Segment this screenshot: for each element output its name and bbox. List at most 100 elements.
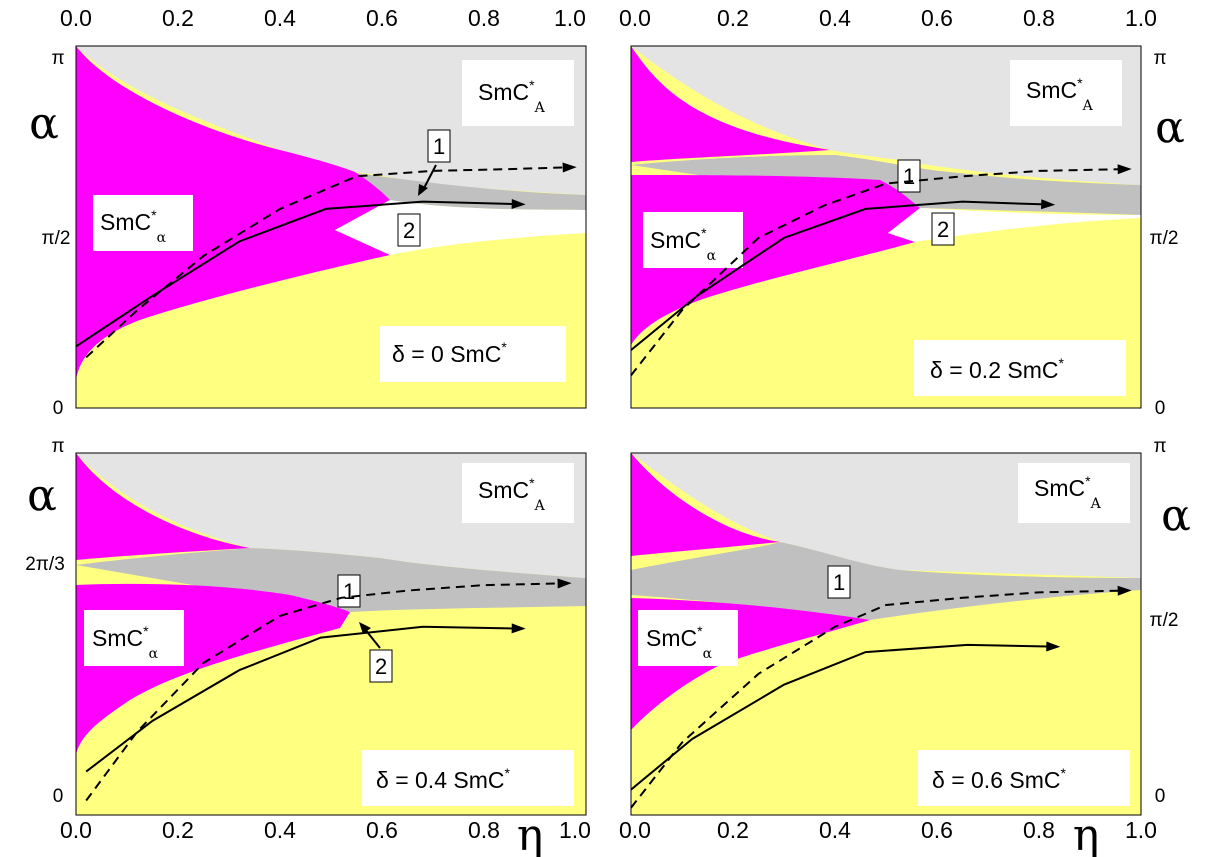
x-tick-label: 0.6 [921,5,953,31]
y-axis-label: α [1161,490,1191,541]
y-tick-pi-half: π/2 [1150,610,1179,631]
solid-trajectory-arrowhead [1046,641,1061,652]
y-tick-2pi-3: 2π/3 [25,554,65,575]
label-delta: δ = 0.6 SmC* [932,765,1067,793]
label-box-delta [914,340,1126,396]
series-layer [630,164,1132,377]
label-box-smca [462,463,574,523]
label-smca: SmC*A [478,77,546,116]
region-band [350,172,586,210]
dashed-trajectory-arrowhead [1117,585,1132,596]
label-smcalpha: SmC*α [650,225,717,264]
y-tick-zero: 0 [1155,786,1166,807]
label-box-smca [1018,463,1130,523]
x-tick-label: 0.4 [264,817,296,843]
region-band [76,548,586,612]
label-smcalpha: SmC*α [92,623,159,662]
dashed-trajectory-line [85,166,571,359]
label-smcalpha: SmC*α [100,207,167,246]
y-tick-pi-half: π/2 [42,228,71,249]
x-tick-label: 0.8 [468,5,500,31]
x-tick-label: 0.8 [1023,817,1055,843]
dashed-trajectory-line [85,582,566,802]
marker-1: 1 [343,579,355,604]
marker-box-1 [897,159,921,193]
marker-box-2 [369,649,393,683]
x-tick-label: 0.0 [60,5,92,31]
x-tick-label: 0.4 [819,817,851,843]
label-box-smcalpha [638,610,738,666]
x-tick-label: 0.2 [717,5,749,31]
label-delta: δ = 0 SmC* [392,339,507,367]
x-tick-label: 1.0 [1125,817,1157,843]
y-tick-zero: 0 [1155,398,1166,419]
label-box-smca [462,60,574,126]
label-box-delta [380,326,566,382]
marker-1: 1 [903,164,915,189]
marker-box-1 [827,565,851,599]
panel-delta-0.4: SmC*A SmC*α δ = 0.4 SmC* 1 2 [75,452,587,816]
marker-2: 2 [403,218,415,243]
marker-box-1 [337,574,361,608]
panel-delta-0.2: SmC*A SmC*α δ = 0.2 SmC* 1 2 [630,45,1142,409]
x-tick-labels-top-left: 0.0 0.2 0.4 0.6 0.8 1.0 [60,5,586,31]
solid-trajectory-line [630,643,1055,791]
x-tick-label: 0.4 [264,5,296,31]
x-axis-label: η [1073,810,1099,857]
dashed-trajectory-arrowhead [1117,164,1132,175]
region-smcalpha [631,453,780,556]
dashed-trajectory-arrowhead [557,578,572,589]
y-tick-pi: π [1153,436,1166,457]
x-tick-label: 0.2 [162,817,194,843]
marker-2-arrow [363,627,381,649]
x-tick-label: 0.4 [819,5,851,31]
label-box-smca [1010,60,1122,126]
label-smca: SmC*A [478,475,546,514]
x-tick-label: 1.0 [1125,5,1157,31]
solid-trajectory-arrowhead [511,623,526,634]
series-layer [75,162,577,359]
marker-1: 1 [433,134,445,159]
y-tick-pi-half: π/2 [1150,228,1179,249]
series-layer [630,585,1132,809]
panel-frame [75,45,587,409]
x-tick-label: 0.8 [1023,5,1055,31]
label-box-smcalpha [84,610,184,666]
solid-trajectory-arrowhead [1041,199,1056,210]
dashed-trajectory-line [630,168,1126,377]
marker-1: 1 [833,570,845,595]
x-tick-label: 0.6 [921,817,953,843]
panel-frame [630,452,1142,816]
label-delta: δ = 0.4 SmC* [376,765,511,793]
label-box-delta [918,750,1130,806]
x-tick-labels-bottom-left: 0.0 0.2 0.4 0.6 0.8 1.0 [60,817,591,843]
label-box-smcalpha [643,212,743,268]
solid-trajectory-line [85,625,520,773]
dashed-trajectory-line [630,589,1126,809]
y-axis-label: α [1155,102,1185,153]
x-tick-labels-bottom-right: 0.0 0.2 0.4 0.6 0.8 1.0 [619,817,1157,843]
marker-box-2 [931,212,955,246]
x-tick-label: 0.2 [162,5,194,31]
panel-frame [75,452,587,816]
y-axis-label: α [29,98,59,149]
marker-box-1 [427,129,451,163]
y-tick-pi: π [51,48,64,69]
x-tick-label: 1.0 [554,5,586,31]
marker-2: 2 [375,654,387,679]
x-tick-label: 0.0 [60,817,92,843]
x-tick-label: 0.8 [468,817,500,843]
label-smca: SmC*A [1026,75,1094,114]
marker-1-arrowhead [418,184,428,196]
x-tick-label: 0.6 [366,817,398,843]
y-tick-pi: π [51,436,64,457]
marker-2: 2 [937,217,949,242]
solid-trajectory-arrowhead [511,198,526,209]
region-band [631,542,1141,620]
series-layer [85,578,572,802]
x-tick-label: 1.0 [559,817,591,843]
label-smcalpha: SmC*α [646,623,713,662]
label-box-delta [362,750,574,806]
label-box-smcalpha [93,195,193,251]
